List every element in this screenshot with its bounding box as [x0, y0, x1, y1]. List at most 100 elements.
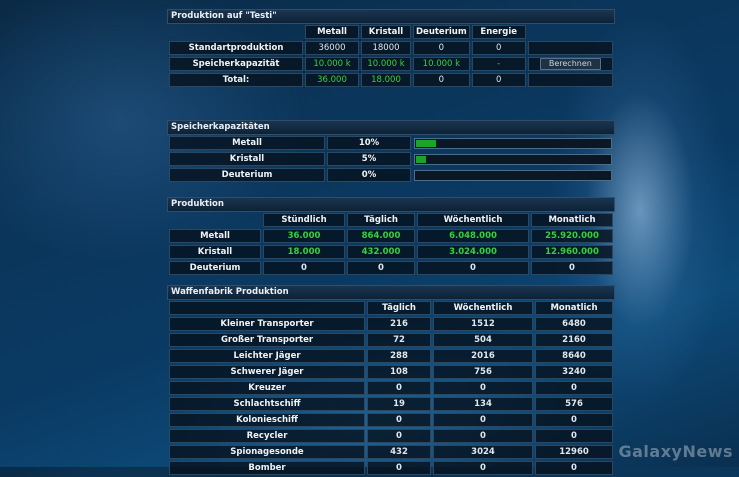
row-label: Schlachtschiff: [169, 397, 365, 411]
header-taeglich: Täglich: [367, 301, 431, 315]
storage-bar: [414, 137, 612, 149]
value-cell: 8640: [535, 349, 613, 363]
row-label: Kleiner Transporter: [169, 317, 365, 331]
value-cell: 0: [471, 73, 526, 87]
row-label: Bomber: [169, 461, 365, 475]
value-cell: 756: [433, 365, 533, 379]
row-label: Kristall: [169, 245, 261, 259]
empty-cell: [169, 213, 261, 227]
value-cell: -: [471, 57, 526, 71]
row-label: Recycler: [169, 429, 365, 443]
value-cell: 10.000 k: [413, 57, 470, 71]
header-monatlich: Monatlich: [531, 213, 613, 227]
table-row: Kristall 5%: [169, 152, 613, 166]
table-row: Total: 36.000 18.000 0 0: [169, 73, 613, 87]
storage-bar: [414, 153, 612, 165]
empty-cell: [528, 25, 613, 39]
percent-cell: 0%: [327, 168, 411, 182]
table-row: Schlachtschiff 19 134 576: [169, 397, 613, 411]
weapons-panel: Waffenfabrik Produktion Täglich Wöchentl…: [167, 285, 615, 477]
weapons-table: Täglich Wöchentlich Monatlich Kleiner Tr…: [167, 299, 615, 477]
row-label: Kreuzer: [169, 381, 365, 395]
value-cell: 504: [433, 333, 533, 347]
bar-cell: [413, 152, 613, 166]
storage-bar: [414, 169, 612, 181]
production-title: Produktion auf "Testi": [167, 9, 615, 24]
value-cell: 18000: [361, 41, 411, 55]
storage-bar-fill: [416, 155, 426, 163]
header-taeglich: Täglich: [347, 213, 415, 227]
percent-cell: 10%: [327, 136, 411, 150]
header-stuendlich: Stündlich: [263, 213, 345, 227]
value-cell: 3.024.000: [417, 245, 529, 259]
table-row: Leichter Jäger 288 2016 8640: [169, 349, 613, 363]
value-cell: 432.000: [347, 245, 415, 259]
table-row: Recycler 0 0 0: [169, 429, 613, 443]
berechnen-button[interactable]: Berechnen: [539, 58, 601, 70]
table-row: Speicherkapazität 10.000 k 10.000 k 10.0…: [169, 57, 613, 71]
table-row: Schwerer Jäger 108 756 3240: [169, 365, 613, 379]
value-cell: 134: [433, 397, 533, 411]
produktion-header-row: Stündlich Täglich Wöchentlich Monatlich: [169, 213, 613, 227]
value-cell: 2016: [433, 349, 533, 363]
watermark-logo: GalaxyNews: [618, 442, 733, 461]
value-cell: 6.048.000: [417, 229, 529, 243]
row-label: Kristall: [169, 152, 325, 166]
value-cell: 0: [535, 381, 613, 395]
value-cell: 10.000 k: [361, 57, 411, 71]
row-label: Standartproduktion: [169, 41, 303, 55]
row-label: Deuterium: [169, 168, 325, 182]
empty-cell: [527, 41, 613, 55]
production-table: Metall Kristall Deuterium Energie Standa…: [167, 23, 615, 89]
value-cell: 0: [413, 73, 470, 87]
value-cell: 18.000: [361, 73, 411, 87]
row-label: Total:: [169, 73, 303, 87]
production-header-row: Metall Kristall Deuterium Energie: [169, 25, 613, 39]
production-panel: Produktion auf "Testi" Metall Kristall D…: [167, 9, 615, 89]
value-cell: 2160: [535, 333, 613, 347]
table-row: Kolonieschiff 0 0 0: [169, 413, 613, 427]
value-cell: 0: [433, 429, 533, 443]
value-cell: 1512: [433, 317, 533, 331]
header-monatlich: Monatlich: [535, 301, 613, 315]
value-cell: 0: [367, 461, 431, 475]
produktion-panel: Produktion Stündlich Täglich Wöchentlich…: [167, 197, 615, 277]
value-cell: 19: [367, 397, 431, 411]
value-cell: 12960: [535, 445, 613, 459]
header-kristall: Kristall: [361, 25, 411, 39]
value-cell: 0: [433, 461, 533, 475]
value-cell: 576: [535, 397, 613, 411]
row-label: Kolonieschiff: [169, 413, 365, 427]
value-cell: 0: [531, 261, 613, 275]
value-cell: 0: [433, 381, 533, 395]
value-cell: 432: [367, 445, 431, 459]
header-woechentlich: Wöchentlich: [417, 213, 529, 227]
table-row: Deuterium 0%: [169, 168, 613, 182]
value-cell: 0: [367, 381, 431, 395]
value-cell: 0: [535, 429, 613, 443]
header-deuterium: Deuterium: [413, 25, 470, 39]
row-label: Metall: [169, 229, 261, 243]
value-cell: 25.920.000: [531, 229, 613, 243]
table-row: Großer Transporter 72 504 2160: [169, 333, 613, 347]
value-cell: 18.000: [263, 245, 345, 259]
row-label: Speicherkapazität: [169, 57, 303, 71]
value-cell: 0: [471, 41, 526, 55]
value-cell: 36.000: [263, 229, 345, 243]
value-cell: 10.000 k: [305, 57, 359, 71]
table-row: Kristall 18.000 432.000 3.024.000 12.960…: [169, 245, 613, 259]
weapons-title: Waffenfabrik Produktion: [167, 285, 615, 300]
storage-panel: Speicherkapazitäten Metall 10% Kristall …: [167, 120, 615, 184]
value-cell: 0: [535, 461, 613, 475]
storage-bar-fill: [416, 139, 436, 147]
header-metall: Metall: [305, 25, 359, 39]
row-label: Großer Transporter: [169, 333, 365, 347]
value-cell: 0: [417, 261, 529, 275]
empty-cell: [169, 301, 365, 315]
value-cell: 0: [367, 429, 431, 443]
bar-cell: [413, 168, 613, 182]
value-cell: 36000: [305, 41, 359, 55]
row-label: Schwerer Jäger: [169, 365, 365, 379]
value-cell: 216: [367, 317, 431, 331]
value-cell: 3240: [535, 365, 613, 379]
